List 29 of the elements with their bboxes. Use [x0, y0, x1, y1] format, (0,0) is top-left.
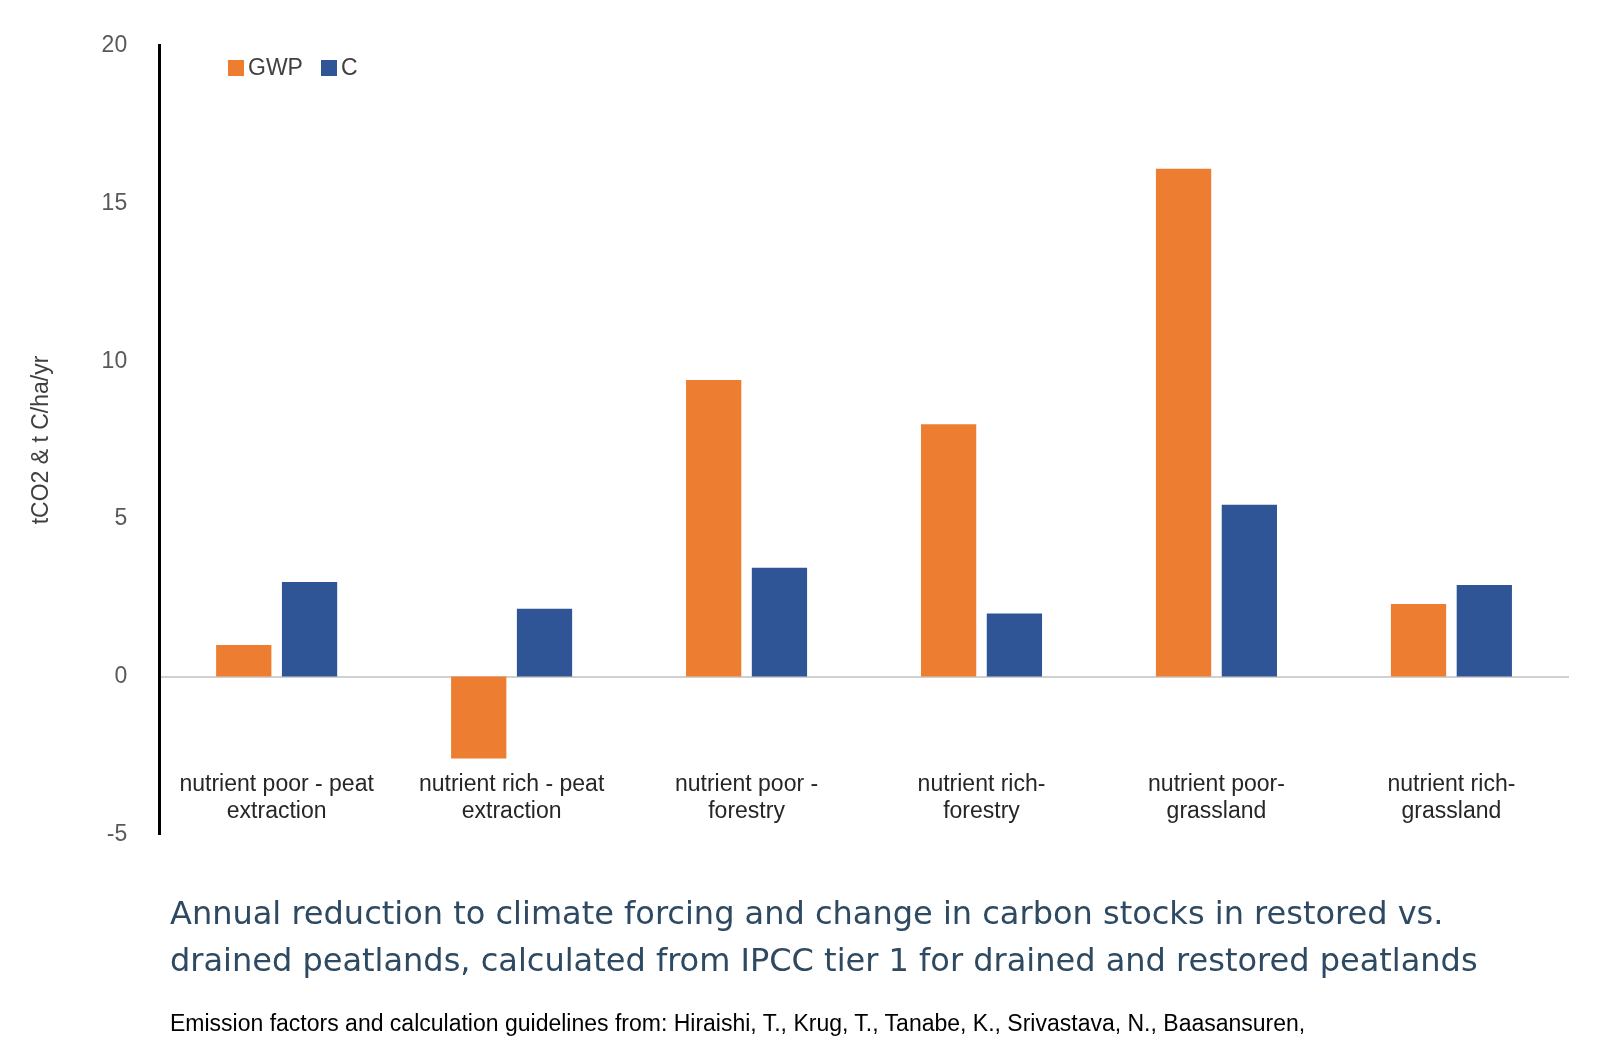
y-tick-label: 15 — [101, 188, 128, 215]
x-tick-label: nutrient rich- grassland — [1387, 769, 1516, 824]
y-tick-label: 20 — [101, 31, 128, 58]
y-tick-label: -5 — [106, 819, 128, 846]
y-tick-label: 5 — [114, 504, 128, 531]
y-axis-title: tCO2 & t C/ha/yr — [27, 355, 54, 525]
bar — [986, 613, 1043, 677]
x-tick-label: nutrient rich- forestry — [917, 769, 1046, 824]
y-tick-label: 10 — [101, 346, 128, 373]
bar — [686, 380, 742, 677]
x-tick-label: nutrient poor- grassland — [1148, 769, 1285, 824]
legend-label: GWP — [247, 54, 303, 81]
y-tick-label: 0 — [114, 661, 128, 688]
bar — [920, 424, 977, 677]
x-tick-label: nutrient rich - peat extraction — [418, 769, 605, 824]
bar — [1155, 168, 1212, 677]
bar — [1456, 585, 1512, 677]
x-tick-label: nutrient poor - forestry — [674, 769, 819, 824]
legend-label: C — [339, 54, 358, 81]
bar — [216, 644, 272, 677]
bar — [1221, 504, 1277, 677]
x-tick-label: nutrient poor - peat extraction — [179, 769, 375, 824]
bar — [751, 567, 808, 677]
bar — [281, 581, 338, 677]
text: Annual reduction to climate forcing and change in carbon stocks in restored vs. drained peatlands, calculated from IPCC tier 1 for drained and restored peatlands — [170, 893, 1479, 981]
bar — [516, 608, 573, 677]
bar — [451, 676, 507, 759]
text: Emission factors and calculation guidelines from: Hiraishi, T., Krug, T., Tanabe, K., Srivastava, N., Baasansuren, — [170, 1010, 1307, 1037]
bar — [1390, 603, 1447, 677]
